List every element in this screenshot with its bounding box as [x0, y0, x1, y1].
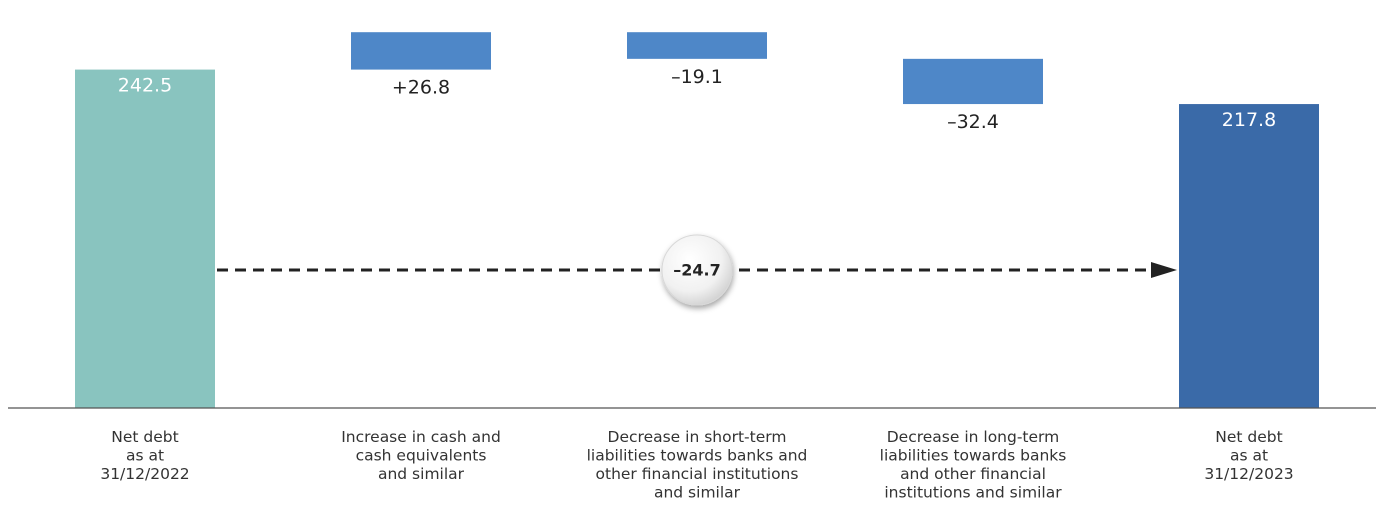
category-label-1: Net debt as at 31/12/2022: [100, 428, 189, 483]
value-label-3: –19.1: [671, 66, 723, 88]
category-label-line: cash equivalents: [356, 447, 487, 465]
category-label-line: as at: [126, 447, 164, 465]
category-label-line: liabilities towards banks and: [587, 447, 808, 465]
category-label-line: liabilities towards banks: [880, 447, 1067, 465]
category-label-line: and similar: [378, 465, 465, 483]
bars-layer: [75, 32, 1319, 409]
arrow-head: [1151, 262, 1177, 278]
value-label-4: –32.4: [947, 111, 999, 133]
labels-layer: 242.5 +26.8 –19.1 –32.4 217.8: [118, 66, 1276, 133]
category-label-line: Decrease in long-term: [887, 428, 1060, 446]
total-change-bubble: –24.7: [661, 234, 733, 306]
bar-3: [627, 32, 767, 59]
bar-1: [75, 69, 215, 408]
value-label-5: 217.8: [1222, 109, 1276, 131]
bar-4: [903, 58, 1043, 105]
category-label-line: and other financial: [900, 465, 1046, 483]
total-change-label: –24.7: [673, 261, 720, 280]
category-label-5: Net debt as at 31/12/2023: [1204, 428, 1293, 483]
category-label-line: other financial institutions: [596, 465, 799, 483]
category-label-line: 31/12/2022: [100, 465, 189, 483]
category-label-line: institutions and similar: [884, 484, 1062, 502]
value-label-1: 242.5: [118, 75, 172, 97]
bar-2: [351, 32, 491, 70]
category-label-line: 31/12/2023: [1204, 465, 1293, 483]
category-label-2: Increase in cash and cash equivalents and …: [341, 428, 501, 483]
bar-5: [1179, 104, 1319, 409]
value-label-2: +26.8: [392, 77, 450, 99]
category-label-line: Net debt: [111, 428, 178, 446]
category-label-3: Decrease in short-term liabilities toward…: [587, 428, 808, 502]
category-label-line: and similar: [654, 484, 741, 502]
category-label-line: Increase in cash and: [341, 428, 501, 446]
category-label-line: as at: [1230, 447, 1268, 465]
category-label-line: Decrease in short-term: [608, 428, 787, 446]
category-label-line: Net debt: [1215, 428, 1282, 446]
total-change-circle: [661, 234, 733, 306]
category-label-4: Decrease in long-term liabilities towards…: [880, 428, 1067, 502]
